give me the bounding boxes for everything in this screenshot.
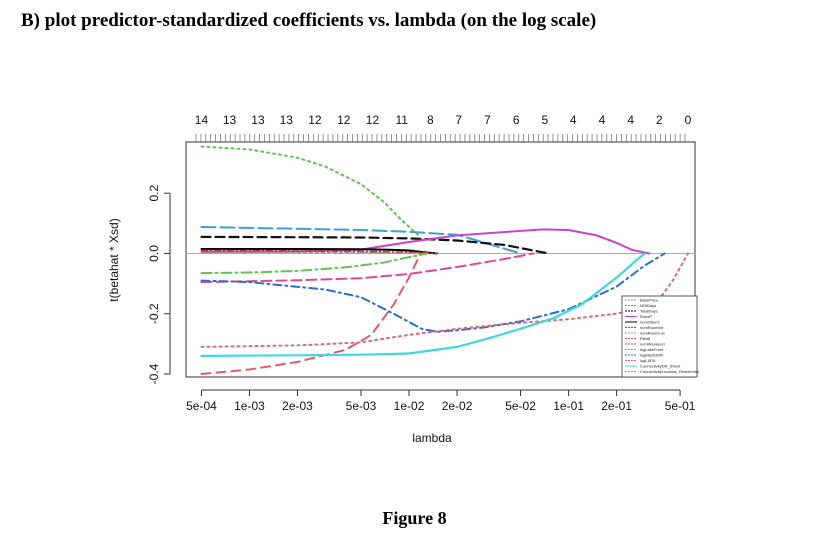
x-axis-title: lambda <box>412 431 452 445</box>
top-tick-label: 12 <box>366 113 380 127</box>
legend-label: Retail <box>640 336 650 341</box>
series-line-13 <box>200 252 646 357</box>
x-tick-label: 5e-01 <box>665 399 696 413</box>
series-line-6 <box>200 249 438 255</box>
top-tick-label: 13 <box>280 113 294 127</box>
series-line-5 <box>200 248 439 255</box>
top-tick-label: 4 <box>599 113 606 127</box>
x-tick-label: 1e-03 <box>234 399 265 413</box>
legend-label: numRoomLux <box>640 330 665 335</box>
legend-label: numOther1 <box>640 319 661 324</box>
legend-label: numWeekend <box>640 341 665 346</box>
top-tick-label: 7 <box>455 113 462 127</box>
legend-label: ConnectivityLocation_Residential <box>640 369 699 374</box>
series-line-10 <box>200 252 429 275</box>
top-tick-label: 0 <box>685 113 692 127</box>
legend-label: BasePrice <box>640 297 659 302</box>
y-tick-label: 0.0 <box>147 245 161 262</box>
top-axis-df-ticks: 14 13 13 13 12 12 12 11 8 7 7 6 5 4 4 4 2 0 <box>195 113 692 142</box>
x-tick-label: 2e-03 <box>282 399 313 413</box>
legend-label: logLakeFront <box>640 347 664 352</box>
top-tick-label: 11 <box>395 113 408 127</box>
figure-caption: Figure 8 <box>382 508 447 528</box>
x-tick-label: 2e-01 <box>601 399 632 413</box>
section-heading: B) plot predictor-standardized coefficie… <box>21 10 597 31</box>
legend: BasePriceNOIDaysTotalDaysRunsPnumOther1n… <box>621 295 699 378</box>
legend-box <box>621 295 698 378</box>
x-tick-label: 5e-04 <box>186 399 217 413</box>
top-tick-label: 12 <box>337 113 351 127</box>
y-axis: -0.4 -0.2 0.0 0.2 <box>147 185 171 384</box>
y-tick-label: 0.2 <box>147 185 161 202</box>
x-tick-label: 5e-03 <box>346 399 377 413</box>
top-tick-label: 12 <box>308 113 322 127</box>
legend-label: logMaxDistFt <box>640 352 664 357</box>
top-tick-label: 6 <box>513 113 520 127</box>
top-tick-label: 5 <box>542 113 549 127</box>
x-tick-label: 1e-01 <box>553 399 584 413</box>
x-axis: 5e-04 1e-03 2e-03 5e-03 1e-02 2e-02 5e-02 1e-01… <box>186 389 696 413</box>
series-line-8 <box>200 252 422 375</box>
legend-label: TotalDays <box>640 308 658 313</box>
top-tick-label: 8 <box>427 113 434 127</box>
series-line-7 <box>200 251 423 255</box>
y-axis-title: t(betahat * Xsd) <box>107 218 121 301</box>
series-lines <box>200 145 689 375</box>
legend-label: logLAPA <box>640 358 656 363</box>
x-tick-label: 1e-02 <box>394 399 425 413</box>
top-tick-label: 7 <box>484 113 491 127</box>
x-tick-label: 5e-02 <box>505 399 536 413</box>
top-tick-label: 2 <box>656 113 663 127</box>
top-tick-label: 13 <box>223 113 237 127</box>
x-tick-label: 2e-02 <box>442 399 473 413</box>
y-tick-label: -0.2 <box>147 303 161 324</box>
plot-frame <box>185 141 696 378</box>
series-line-1 <box>200 145 420 237</box>
top-tick-label: 14 <box>195 113 209 127</box>
top-tick-label: 13 <box>251 113 265 127</box>
series-line-9 <box>200 252 535 284</box>
top-tick-label: 4 <box>570 113 577 127</box>
legend-label: RunsP <box>640 314 652 319</box>
series-line-12 <box>200 252 689 348</box>
legend-label: ConnectivityDR_Shoot <box>640 363 681 368</box>
legend-label: NOIDays <box>640 303 656 308</box>
series-line-2 <box>200 226 522 255</box>
top-tick-label: 4 <box>627 113 634 127</box>
y-tick-label: -0.4 <box>147 363 161 384</box>
legend-label: numRoomInt <box>640 325 664 330</box>
